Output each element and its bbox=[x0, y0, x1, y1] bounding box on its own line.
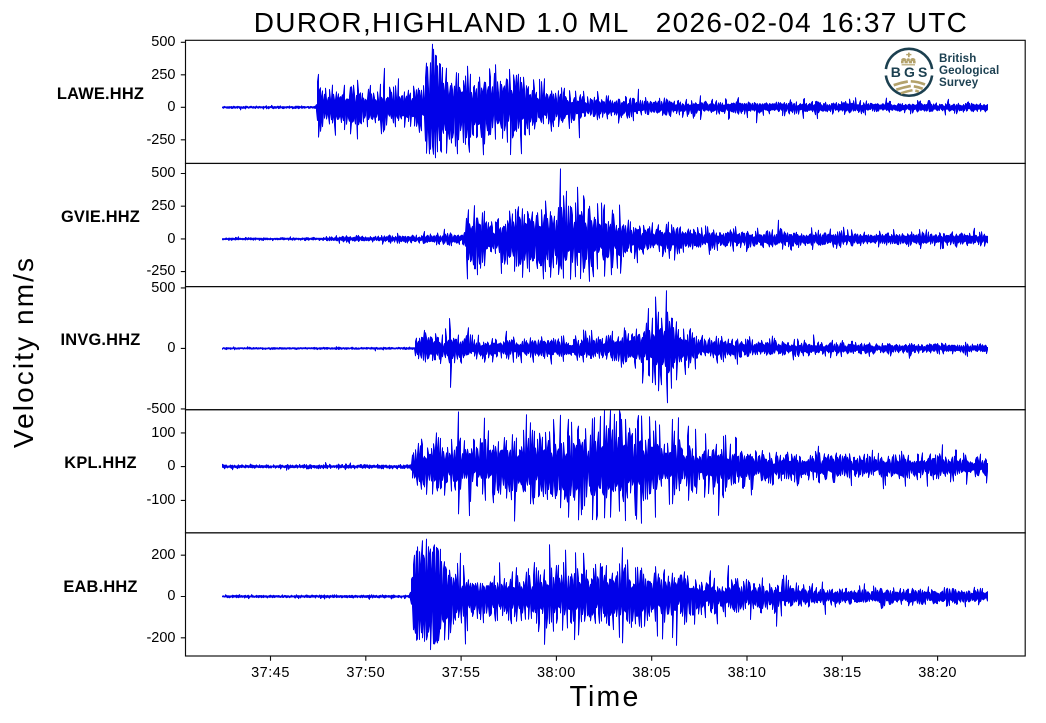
svg-text:BGS: BGS bbox=[891, 64, 931, 80]
